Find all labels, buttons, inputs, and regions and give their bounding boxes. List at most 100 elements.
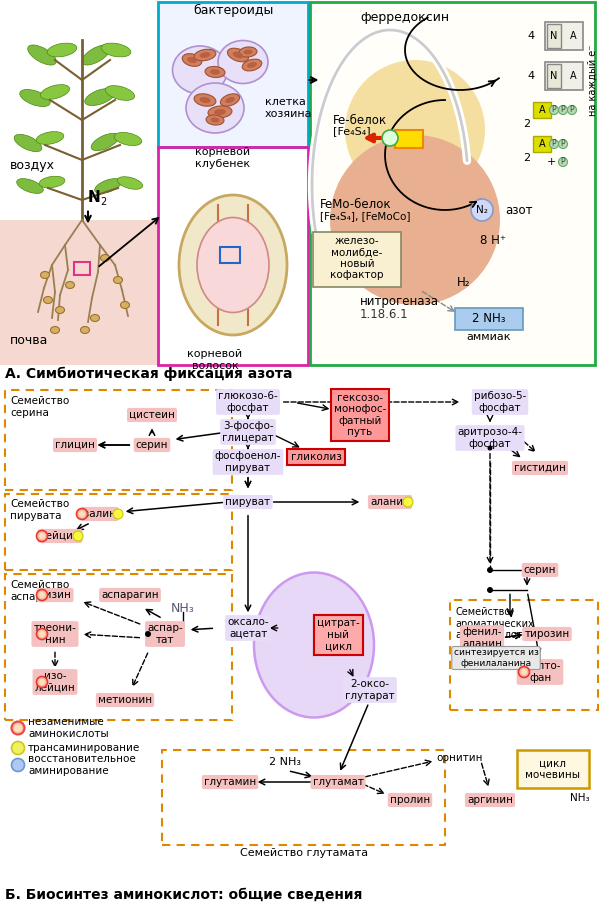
Text: Семейство
пирувата: Семейство пирувата: [10, 499, 69, 521]
Text: серин: серин: [136, 440, 168, 450]
Ellipse shape: [487, 445, 493, 451]
Text: 2 NH₃: 2 NH₃: [269, 757, 301, 767]
Ellipse shape: [200, 97, 211, 103]
Ellipse shape: [518, 667, 530, 678]
Text: N₂: N₂: [476, 205, 488, 215]
Text: 3-фосфо-
глицерат: 3-фосфо- глицерат: [222, 421, 274, 443]
Text: Семейство
серина: Семейство серина: [10, 396, 69, 417]
Ellipse shape: [487, 587, 493, 593]
Text: клетка
хозяина: клетка хозяина: [265, 97, 313, 119]
Text: гликолиз: гликолиз: [290, 452, 341, 462]
Text: гистидин: гистидин: [514, 463, 566, 473]
Text: глутамин: глутамин: [204, 777, 256, 787]
Text: P: P: [560, 158, 565, 167]
Text: треони-
нин: треони- нин: [34, 623, 76, 645]
Text: ферредоксин: ферредоксин: [360, 12, 449, 24]
Ellipse shape: [247, 62, 257, 68]
Text: метионин: метионин: [98, 695, 152, 705]
Ellipse shape: [244, 50, 253, 54]
Ellipse shape: [79, 511, 85, 517]
Text: корневой
волосок: корневой волосок: [187, 349, 242, 371]
Ellipse shape: [37, 629, 47, 639]
Text: трансаминирование: трансаминирование: [28, 743, 140, 753]
Ellipse shape: [233, 52, 243, 58]
Ellipse shape: [37, 677, 47, 688]
FancyBboxPatch shape: [310, 2, 595, 365]
Text: незаменимые
аминокислоты: незаменимые аминокислоты: [28, 717, 109, 739]
Ellipse shape: [101, 44, 131, 57]
Text: NH₃: NH₃: [171, 601, 195, 615]
Ellipse shape: [82, 45, 110, 65]
Text: аланин: аланин: [370, 497, 410, 507]
Text: +: +: [547, 157, 556, 167]
Ellipse shape: [56, 307, 65, 314]
Text: [Fe₄S₄], [FeMoCo]: [Fe₄S₄], [FeMoCo]: [320, 211, 410, 221]
Text: лизин: лизин: [38, 590, 71, 600]
Text: фенил-
аланин: фенил- аланин: [462, 628, 502, 649]
Ellipse shape: [11, 721, 25, 735]
Text: почва: почва: [10, 334, 49, 346]
Ellipse shape: [194, 49, 216, 61]
Ellipse shape: [28, 45, 56, 65]
Ellipse shape: [17, 179, 43, 193]
Text: синтезируется из
фенилаланина: синтезируется из фенилаланина: [454, 649, 538, 668]
Ellipse shape: [41, 271, 49, 278]
Ellipse shape: [186, 83, 244, 133]
Ellipse shape: [182, 54, 202, 66]
Text: 2-оксо-
глутарат: 2-оксо- глутарат: [345, 679, 395, 701]
Text: аспар-
тат: аспар- тат: [147, 623, 183, 645]
Ellipse shape: [80, 327, 89, 334]
Ellipse shape: [206, 115, 224, 125]
FancyBboxPatch shape: [0, 220, 160, 365]
Ellipse shape: [205, 66, 225, 77]
Ellipse shape: [550, 105, 559, 114]
Text: A: A: [539, 139, 545, 149]
Ellipse shape: [39, 176, 65, 188]
Text: N: N: [550, 31, 557, 41]
Ellipse shape: [113, 509, 123, 519]
Ellipse shape: [39, 533, 45, 539]
Ellipse shape: [73, 531, 83, 541]
Text: пролин: пролин: [390, 795, 430, 805]
Text: 8 H⁺: 8 H⁺: [480, 233, 506, 247]
Text: цитрат-
ный
цикл: цитрат- ный цикл: [317, 619, 359, 651]
Text: гексозо-
монофос-
фатный
путь: гексозо- монофос- фатный путь: [334, 393, 386, 437]
Ellipse shape: [65, 281, 74, 288]
Text: на каждый e⁻: на каждый e⁻: [588, 44, 598, 116]
FancyBboxPatch shape: [533, 102, 551, 118]
Ellipse shape: [11, 742, 25, 755]
Ellipse shape: [179, 195, 287, 335]
Ellipse shape: [214, 109, 226, 115]
Text: аргинин: аргинин: [467, 795, 513, 805]
Text: Семейство
аспартата: Семейство аспартата: [10, 580, 69, 601]
Text: N: N: [88, 190, 101, 206]
Text: тирозин: тирозин: [524, 629, 569, 639]
Ellipse shape: [106, 85, 134, 101]
Ellipse shape: [95, 179, 121, 193]
Ellipse shape: [37, 531, 47, 541]
Ellipse shape: [345, 60, 485, 200]
Ellipse shape: [210, 69, 220, 74]
Ellipse shape: [559, 140, 568, 149]
Text: [Fe₄S₄]: [Fe₄S₄]: [333, 126, 371, 136]
FancyBboxPatch shape: [517, 750, 589, 788]
Ellipse shape: [121, 301, 130, 308]
Ellipse shape: [113, 277, 122, 284]
Text: H₂: H₂: [457, 276, 470, 288]
Text: 4: 4: [528, 31, 535, 41]
Text: рибозо-5-
фосфат: рибозо-5- фосфат: [474, 391, 526, 413]
Ellipse shape: [197, 218, 269, 313]
Ellipse shape: [559, 105, 568, 114]
Ellipse shape: [211, 118, 220, 122]
Text: A: A: [539, 105, 545, 115]
Text: изо-
лейцин: изо- лейцин: [35, 671, 76, 693]
Text: аритрозо-4-
фосфат: аритрозо-4- фосфат: [458, 427, 523, 449]
Text: бактероиды: бактероиды: [193, 4, 273, 16]
Ellipse shape: [39, 592, 45, 598]
Text: А. Симбиотическая фиксация азота: А. Симбиотическая фиксация азота: [5, 366, 293, 381]
Text: аммиак: аммиак: [467, 332, 511, 342]
Text: P: P: [560, 105, 565, 114]
Ellipse shape: [40, 84, 70, 100]
Text: серин: серин: [524, 565, 556, 575]
Text: оксало-
ацетат: оксало- ацетат: [227, 617, 269, 639]
